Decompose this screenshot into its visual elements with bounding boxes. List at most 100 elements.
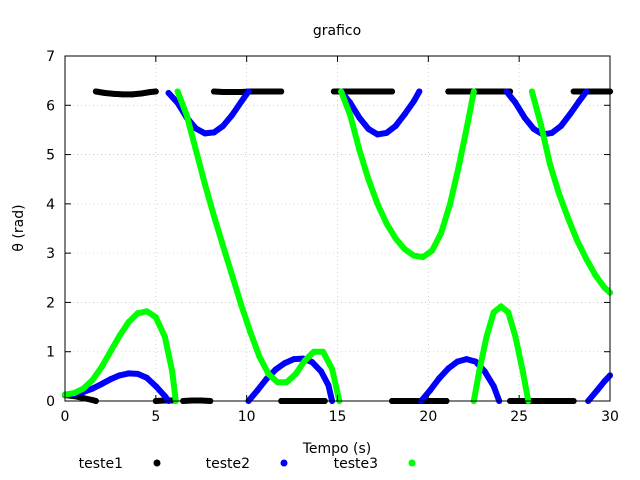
data-point [419,254,426,261]
data-point [161,393,168,400]
series-point-trail [470,303,532,404]
data-point [548,129,555,136]
x-tick-label: 15 [329,409,347,425]
data-point [356,146,363,153]
data-point [574,237,581,244]
data-point [503,88,510,95]
data-point [583,88,590,95]
data-point [283,379,290,386]
data-point [465,117,472,124]
data-point [138,90,145,97]
data-point [272,366,279,373]
data-point [301,357,308,364]
data-point [111,90,118,97]
data-point [392,123,399,129]
data-point [201,181,208,188]
y-tick-label: 0 [46,394,55,410]
data-point [192,146,199,153]
data-point [238,98,245,105]
data-point [71,390,78,397]
x-tick-label: 25 [510,409,528,425]
grid [65,56,610,401]
y-tick-label: 5 [46,148,55,164]
data-point [498,303,504,310]
data-point [107,376,114,383]
data-point [238,89,245,95]
y-tick-label: 6 [46,98,55,114]
data-point [594,387,601,394]
legend: teste1 teste2 teste3 [79,456,416,472]
data-point [490,309,497,316]
data-point [521,114,528,121]
data-point [125,319,132,326]
data-point [229,112,236,119]
data-point [445,88,452,95]
data-point [325,382,332,389]
data-point [229,272,236,279]
data-point [278,88,285,95]
data-point [220,242,226,249]
data-point [481,368,488,375]
data-point [445,365,452,372]
data-point [392,235,399,242]
data-point [454,88,461,95]
data-point [245,88,252,95]
data-point [274,379,281,386]
data-point [454,358,461,365]
legend-marker-teste2 [280,459,288,467]
series-point-trail [503,88,590,138]
data-point [374,131,381,138]
data-point [528,88,535,95]
data-point [347,112,354,119]
data-point [281,360,288,367]
data-point [512,333,519,340]
y-axis-label: θ (rad) [11,204,27,251]
data-point [597,88,604,95]
data-point [530,125,537,132]
data-point [152,314,159,321]
data-point [201,130,208,137]
data-point [470,88,477,95]
data-point [365,125,372,132]
data-point [107,348,114,355]
data-point [601,284,608,291]
data-point [436,375,443,382]
data-point [338,88,345,95]
data-point [538,122,544,128]
data-point [192,125,199,132]
data-point [116,372,123,379]
data-point [427,387,434,394]
data-point [583,256,590,263]
data-point [220,89,226,95]
legend-marker-teste1 [153,459,161,467]
data-point [383,129,390,136]
series-point-trail [528,88,613,296]
data-point [349,88,355,95]
plot-series [62,88,613,404]
data-point [80,385,87,392]
data-point [165,90,172,96]
data-point [89,385,96,392]
legend-label-teste2: teste2 [206,456,250,472]
data-point [92,88,99,95]
data-point [567,111,573,118]
data-point [329,366,336,372]
y-tick-label: 2 [46,295,55,311]
data-point [576,98,583,105]
legend-label-teste1: teste1 [79,456,123,472]
data-point [265,88,272,95]
data-point [401,111,408,118]
series-point-trail [585,372,613,404]
data-point [152,383,159,390]
data-point [365,176,372,183]
data-point [310,348,317,355]
data-point [161,333,168,340]
data-point [490,88,497,95]
data-point [143,308,150,315]
data-point [174,88,181,95]
data-point [456,161,463,168]
data-point [472,358,479,365]
data-point [265,370,272,377]
data-point [147,89,154,95]
